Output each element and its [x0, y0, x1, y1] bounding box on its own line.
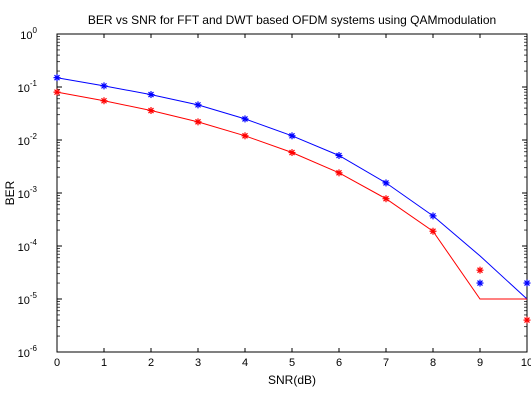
marker-stroke: [101, 97, 107, 104]
x-tick-label: 10: [521, 357, 531, 369]
series-2-marker: [100, 97, 108, 105]
marker-stroke: [148, 107, 154, 114]
y-tick-label: 10-6: [18, 344, 38, 360]
x-tick-label: 4: [242, 357, 248, 369]
marker-stroke: [524, 317, 530, 324]
series-2-marker: [147, 107, 155, 115]
marker-stroke: [289, 132, 295, 139]
marker-stroke: [383, 195, 389, 202]
series-2-marker: [382, 195, 390, 203]
x-tick-label: 1: [101, 357, 107, 369]
marker-stroke: [430, 228, 436, 235]
marker-stroke: [336, 169, 342, 176]
series-2-marker: [288, 149, 296, 157]
x-tick-label: 3: [195, 357, 201, 369]
y-tick-label: 10-5: [18, 291, 38, 307]
series-1-marker: [523, 279, 531, 287]
y-tick-label: 100: [20, 26, 37, 42]
x-tick-label: 6: [336, 357, 342, 369]
series-2-marker: [476, 266, 484, 274]
y-tick-label: 10-2: [18, 132, 38, 148]
x-axis-label: SNR(dB): [268, 373, 316, 387]
marker-stroke: [195, 101, 201, 108]
series-1-marker: [382, 179, 390, 187]
series-2-marker: [53, 88, 61, 96]
x-tick-label: 0: [54, 357, 60, 369]
marker-stroke: [242, 115, 248, 122]
marker-stroke: [477, 267, 483, 274]
series-1-marker: [429, 212, 437, 220]
series-1-marker: [241, 115, 249, 123]
series-1-marker: [335, 151, 343, 159]
y-tick-label: 10-3: [18, 185, 38, 201]
marker-stroke: [242, 132, 248, 139]
series-2-marker: [335, 169, 343, 177]
plot-area: [56, 33, 528, 353]
x-tick-label: 5: [289, 357, 295, 369]
series-2-marker: [429, 227, 437, 235]
marker-stroke: [477, 280, 483, 286]
y-tick-label: 10-1: [18, 79, 38, 95]
marker-stroke: [54, 74, 60, 81]
axis-ticks: 0 1 2 3 4 5 6 7 8 9 10 100 10-1 10-2 10-3 10-4 10-5 10-6: [18, 26, 531, 369]
series-1-marker: [194, 101, 202, 109]
marker-stroke: [289, 149, 295, 156]
series-layer: [53, 74, 531, 324]
chart-title: BER vs SNR for FFT and DWT based OFDM sy…: [88, 13, 496, 27]
series-1-marker: [147, 91, 155, 99]
y-tick-label: 10-4: [18, 238, 38, 254]
series-2-marker: [241, 132, 249, 140]
marker-stroke: [430, 212, 436, 219]
series-2-marker: [523, 316, 531, 324]
x-tick-label: 2: [148, 357, 154, 369]
marker-stroke: [101, 82, 107, 89]
series-1-marker: [53, 74, 61, 82]
y-axis-label: BER: [3, 180, 17, 205]
series-1-marker: [100, 82, 108, 90]
marker-stroke: [54, 89, 60, 96]
x-tick-label: 8: [430, 357, 436, 369]
marker-stroke: [383, 179, 389, 186]
marker-stroke: [524, 280, 530, 286]
series-1-marker: [476, 279, 484, 287]
series-1-marker: [288, 132, 296, 140]
x-tick-label: 9: [477, 357, 483, 369]
marker-stroke: [148, 91, 154, 98]
series-2-marker: [194, 118, 202, 126]
marker-stroke: [336, 152, 342, 159]
x-tick-label: 7: [383, 357, 389, 369]
marker-stroke: [195, 118, 201, 125]
